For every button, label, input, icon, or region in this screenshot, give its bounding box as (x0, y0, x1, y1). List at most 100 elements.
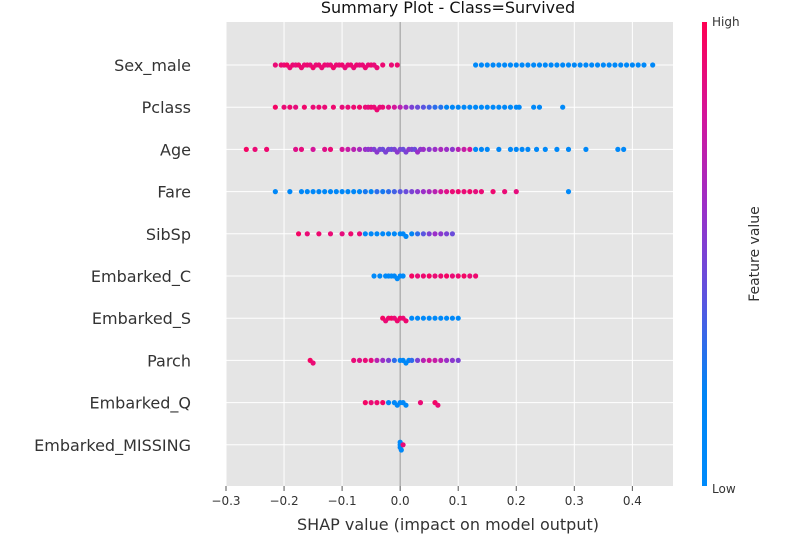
shap-point (629, 62, 635, 68)
shap-point (606, 62, 612, 68)
shap-point (385, 104, 392, 110)
shap-point (368, 357, 374, 363)
shap-point (426, 189, 432, 195)
shap-point (351, 146, 357, 152)
shap-point (478, 62, 485, 68)
shap-point (322, 146, 328, 152)
shap-point (371, 273, 377, 279)
x-axis-label: SHAP value (impact on model output) (297, 515, 599, 534)
shap-point (414, 357, 421, 363)
shap-point (473, 146, 479, 152)
shap-point (409, 231, 415, 237)
shap-point (394, 62, 400, 68)
shap-point (403, 233, 409, 239)
shap-point (560, 62, 566, 68)
shap-point (304, 231, 310, 237)
shap-point (380, 189, 386, 195)
shap-point (400, 442, 406, 448)
shap-point (380, 400, 386, 406)
shap-point (287, 104, 293, 110)
shap-point (513, 146, 519, 152)
shap-point (426, 357, 432, 363)
shap-point (356, 231, 363, 237)
shap-point (409, 189, 415, 195)
shap-point (443, 315, 450, 321)
shap-point (374, 231, 380, 237)
shap-point (432, 357, 438, 363)
x-tick-label: 0.1 (449, 494, 468, 508)
shap-point (542, 146, 548, 152)
shap-point (293, 146, 299, 152)
shap-point (403, 104, 409, 110)
shap-point (409, 357, 415, 363)
shap-point (455, 146, 461, 152)
shap-point (432, 189, 438, 195)
shap-point (403, 402, 409, 408)
shap-point (502, 104, 508, 110)
shap-point (380, 231, 386, 237)
shap-point (449, 273, 456, 279)
shap-point (513, 189, 519, 195)
feature-label: Fare (157, 183, 191, 202)
shap-point (438, 231, 444, 237)
shap-point (554, 146, 560, 152)
shap-point (385, 400, 392, 406)
shap-point (426, 146, 432, 152)
shap-point (502, 189, 508, 195)
shap-point (478, 189, 485, 195)
feature-label: Embarked_Q (89, 394, 191, 414)
shap-point (298, 189, 305, 195)
scatter-points (243, 62, 656, 453)
feature-label: Pclass (142, 98, 191, 117)
shap-point (327, 189, 334, 195)
shap-point (293, 104, 299, 110)
feature-label: Age (160, 140, 191, 159)
shap-point (484, 104, 490, 110)
shap-point (577, 62, 583, 68)
shap-point (496, 146, 502, 152)
shap-point (583, 146, 589, 152)
shap-point (449, 189, 456, 195)
shap-point (449, 231, 456, 237)
shap-point (426, 104, 432, 110)
shap-point (380, 104, 386, 110)
shap-point (618, 62, 624, 68)
shap-point (287, 189, 293, 195)
shap-point (641, 62, 647, 68)
shap-point (420, 231, 426, 237)
shap-point (420, 189, 426, 195)
shap-point (295, 231, 302, 237)
shap-point (461, 189, 467, 195)
x-tick-label: −0.2 (269, 494, 298, 508)
shap-point (385, 357, 392, 363)
x-tick-label: 0.4 (623, 494, 642, 508)
shap-point (426, 273, 432, 279)
shap-point (420, 315, 426, 321)
shap-point (272, 62, 278, 68)
shap-point (420, 104, 426, 110)
shap-point (490, 104, 496, 110)
feature-label: Sex_male (114, 56, 191, 76)
shap-point (525, 146, 531, 152)
shap-point (548, 62, 554, 68)
shap-point (272, 189, 278, 195)
plot-area (226, 22, 673, 486)
shap-point (432, 273, 438, 279)
shap-point (414, 189, 421, 195)
shap-point (443, 273, 450, 279)
shap-point (533, 146, 540, 152)
shap-point (531, 62, 537, 68)
shap-point (400, 273, 406, 279)
shap-point (473, 189, 479, 195)
shap-point (461, 104, 467, 110)
x-tick-label: −0.3 (211, 494, 240, 508)
shap-point (409, 104, 415, 110)
gridlines (225, 22, 673, 486)
shap-point (554, 62, 560, 68)
shap-point (519, 62, 525, 68)
shap-point (443, 189, 450, 195)
shap-point (612, 62, 618, 68)
shap-point (455, 273, 461, 279)
shap-point (449, 315, 456, 321)
